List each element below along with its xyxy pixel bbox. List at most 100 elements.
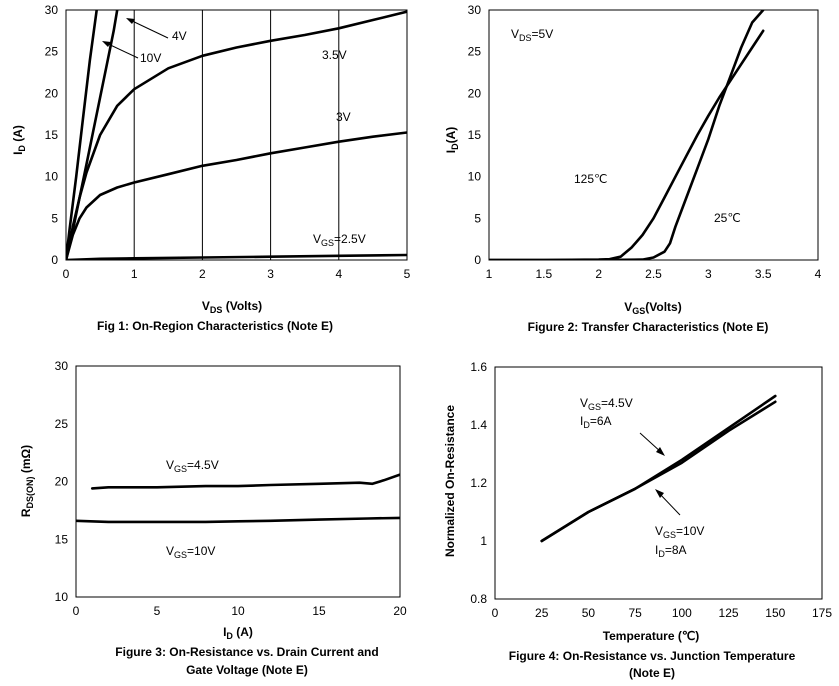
figure-4-x-ticks: 0 25 50 75 100 125 150 175 bbox=[492, 606, 833, 620]
figure-4-label-id-8a: ID=8A bbox=[655, 543, 687, 559]
figure-3-y-tick-label: 20 bbox=[55, 475, 69, 489]
figure-4-x-tick-label: 50 bbox=[582, 606, 596, 620]
figure-3-x-tick-label: 0 bbox=[73, 604, 80, 618]
figure-4-x-tick-label: 75 bbox=[628, 606, 642, 620]
figure-4-label-id-6a: ID=6A bbox=[580, 414, 612, 430]
figure-3-x-tick-label: 15 bbox=[312, 604, 326, 618]
figure-3-label-vgs-10v: VGS=10V bbox=[166, 544, 215, 560]
figure-3-y-tick-label: 15 bbox=[55, 532, 69, 546]
figure-4-x-tick-label: 150 bbox=[765, 606, 785, 620]
figure-1-x-ticks: 0 1 2 3 4 5 bbox=[63, 267, 411, 281]
figure-2-y-tick-label: 10 bbox=[468, 170, 482, 184]
figure-2-x-tick-label: 1 bbox=[486, 267, 493, 281]
figure-3-x-axis-label: ID (A) bbox=[223, 625, 253, 641]
figure-1-x-tick-label: 2 bbox=[199, 267, 206, 281]
figure-2-y-tick-label: 20 bbox=[468, 86, 482, 100]
figure-4-curves bbox=[540, 394, 777, 543]
figure-1-y-tick-label: 10 bbox=[45, 170, 59, 184]
figure-4-label-vgs-4-5v: VGS=4.5V bbox=[580, 396, 633, 412]
figure-2-y-tick-label: 30 bbox=[468, 3, 482, 17]
figure-4-title-line-2: (Note E) bbox=[629, 666, 675, 680]
figure-2-y-axis-label: ID(A) bbox=[444, 127, 460, 154]
figure-2-curves bbox=[489, 10, 765, 260]
figure-2-x-tick-label: 2.5 bbox=[645, 267, 662, 281]
figure-1-x-tick-label: 5 bbox=[404, 267, 411, 281]
figure-4-series-vgs-10v-id-8a bbox=[540, 400, 777, 543]
figure-2-x-tick-label: 3 bbox=[705, 267, 712, 281]
figure-1-arrowhead-10v bbox=[102, 41, 111, 47]
figure-4-label-vgs-10v: VGS=10V bbox=[655, 524, 704, 540]
figure-2-transfer: 1 1.5 2 2.5 3 3.5 4 0 5 10 15 20 25 30 VDS=5V 125℃ 2… bbox=[444, 3, 822, 334]
figure-3-series-vgs-10v bbox=[76, 516, 400, 524]
figure-1-arrow-4v bbox=[127, 18, 169, 39]
figure-3-curves bbox=[76, 473, 400, 524]
figure-4-y-tick-label: 1.6 bbox=[470, 360, 487, 374]
figure-3-y-tick-label: 30 bbox=[55, 359, 69, 373]
figure-2-y-tick-label: 5 bbox=[474, 211, 481, 225]
figure-1-label-3-5v: 3.5V bbox=[322, 48, 347, 62]
figure-2-label-vds: VDS=5V bbox=[511, 27, 553, 43]
figure-1-title: Fig 1: On-Region Characteristics (Note E… bbox=[97, 319, 333, 333]
figure-3-title-line-2: Gate Voltage (Note E) bbox=[186, 663, 308, 677]
figure-1-y-tick-label: 20 bbox=[45, 86, 59, 100]
figure-3-y-ticks: 10 15 20 25 30 bbox=[55, 359, 69, 604]
figure-3-y-axis-label: RDS(ON) (mΩ) bbox=[19, 445, 35, 517]
figure-1-x-tick-label: 4 bbox=[335, 267, 342, 281]
figure-1-curves bbox=[66, 10, 407, 260]
figure-2-title: Figure 2: Transfer Characteristics (Note… bbox=[528, 320, 769, 334]
figure-1-series-vgs-2-5v bbox=[66, 253, 407, 260]
figure-3-on-resistance-vs-current: 0 5 10 15 20 10 15 20 25 30 VGS=4.5V VGS=10V ID … bbox=[19, 359, 407, 677]
figure-3-x-ticks: 0 5 10 15 20 bbox=[73, 604, 407, 618]
figure-1-y-tick-label: 30 bbox=[45, 3, 59, 17]
figure-4-y-axis-label: Normalized On-Resistance bbox=[443, 405, 457, 557]
figure-4-y-tick-label: 1 bbox=[480, 534, 487, 548]
figure-2-plot-area bbox=[488, 9, 819, 261]
figure-1-series-3v bbox=[66, 131, 407, 260]
figure-2-series-25- bbox=[489, 10, 765, 260]
figure-2-label-125c: 125℃ bbox=[574, 172, 608, 186]
figure-4-y-tick-label: 1.2 bbox=[470, 476, 487, 490]
figure-1-x-tick-label: 0 bbox=[63, 267, 70, 281]
figure-3-label-vgs-4-5v: VGS=4.5V bbox=[166, 458, 219, 474]
figure-1-plot-area bbox=[65, 9, 408, 261]
figure-4-on-resistance-vs-temperature: 0 25 50 75 100 125 150 175 0.8 1 1.2 1.4 1.6 VGS=4.… bbox=[443, 360, 832, 680]
figure-3-x-tick-label: 10 bbox=[231, 604, 245, 618]
figure-3-plot-area bbox=[75, 365, 401, 598]
figure-1-y-axis-label: ID (A) bbox=[11, 125, 27, 155]
figure-1-series-3-5v bbox=[66, 10, 407, 260]
figure-1-y-tick-label: 15 bbox=[45, 128, 59, 142]
figure-2-label-25c: 25℃ bbox=[714, 211, 741, 225]
figure-4-plot-area bbox=[494, 366, 823, 600]
figure-1-label-4v: 4V bbox=[172, 29, 187, 43]
figure-2-y-tick-label: 15 bbox=[468, 128, 482, 142]
figure-2-x-tick-label: 4 bbox=[815, 267, 822, 281]
figure-1-grid bbox=[133, 10, 340, 260]
figure-3-title-line-1: Figure 3: On-Resistance vs. Drain Curren… bbox=[115, 645, 378, 659]
figure-4-arrowhead-4-5v bbox=[656, 447, 665, 456]
figure-2-x-tick-label: 3.5 bbox=[755, 267, 772, 281]
figure-3-y-tick-label: 25 bbox=[55, 417, 69, 431]
figure-4-y-ticks: 0.8 1 1.2 1.4 1.6 bbox=[470, 360, 487, 606]
figure-1-y-ticks: 0 5 10 15 20 25 30 bbox=[45, 3, 59, 267]
figure-3-x-tick-label: 20 bbox=[393, 604, 407, 618]
figure-2-y-tick-label: 0 bbox=[474, 253, 481, 267]
figure-3-y-tick-label: 10 bbox=[55, 590, 69, 604]
figure-1-label-vgs-2-5v: VGS=2.5V bbox=[313, 232, 366, 248]
figure-1-label-3v: 3V bbox=[336, 110, 351, 124]
figure-1-x-axis-label: VDS (Volts) bbox=[202, 299, 262, 315]
figure-4-x-tick-label: 0 bbox=[492, 606, 499, 620]
figure-1-arrowhead-4v bbox=[126, 18, 135, 24]
figure-2-y-tick-label: 25 bbox=[468, 45, 482, 59]
figure-4-x-tick-label: 175 bbox=[812, 606, 832, 620]
figure-2-x-tick-label: 2 bbox=[595, 267, 602, 281]
figure-2-y-ticks: 0 5 10 15 20 25 30 bbox=[468, 3, 482, 267]
figure-1-series-10v bbox=[66, 10, 98, 260]
figure-1-label-10v: 10V bbox=[140, 51, 161, 65]
figure-2-x-ticks: 1 1.5 2 2.5 3 3.5 4 bbox=[486, 267, 822, 281]
figure-1-on-region: 0 1 2 3 4 5 0 5 10 15 20 25 30 4V 10V 3.5V 3V VGS=2… bbox=[11, 3, 411, 333]
figure-1-y-tick-label: 5 bbox=[51, 211, 58, 225]
figure-3-series-vgs-4-5v bbox=[90, 473, 400, 490]
figure-2-x-axis-label: VGS(Volts) bbox=[624, 300, 681, 316]
figure-4-y-tick-label: 1.4 bbox=[470, 418, 487, 432]
figure-1-x-tick-label: 1 bbox=[131, 267, 138, 281]
